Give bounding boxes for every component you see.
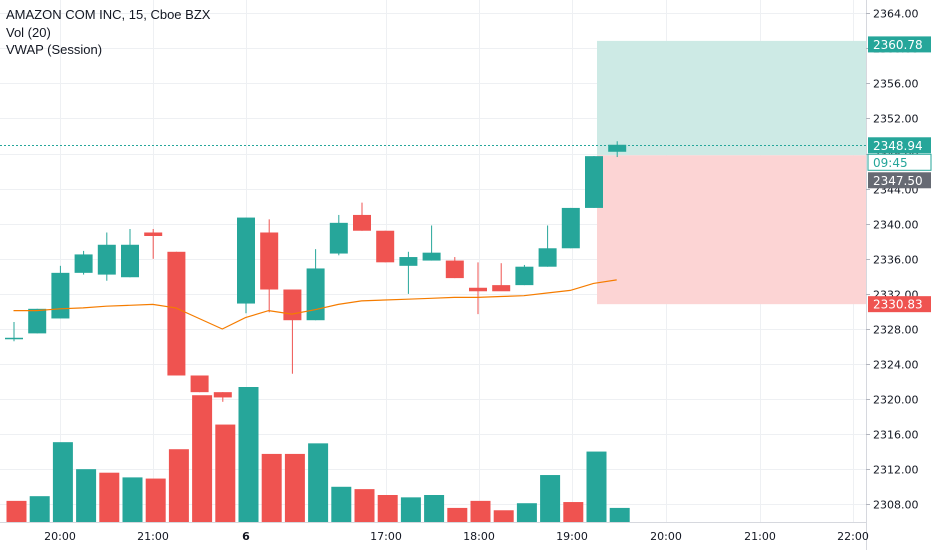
time-axis[interactable]: 20:00 21:00 6 17:00 18:00 19:00 20:00 21:00 22:0… bbox=[0, 522, 869, 544]
price-tick-label: 2312.00 bbox=[873, 464, 919, 477]
volume-bar bbox=[145, 478, 166, 522]
price-tick-label: 2328.00 bbox=[873, 324, 919, 337]
volume-bar bbox=[308, 443, 329, 522]
time-tick-label: 18:00 bbox=[463, 530, 495, 543]
volume-bars bbox=[6, 387, 630, 522]
volume-bar bbox=[470, 500, 491, 522]
candle bbox=[237, 217, 255, 314]
candle bbox=[422, 225, 441, 261]
price-tick-label: 2352.00 bbox=[873, 113, 919, 126]
price-tick-label: 2364.00 bbox=[873, 8, 919, 21]
time-tick-label: 20:00 bbox=[44, 530, 76, 543]
volume-bar bbox=[493, 510, 514, 522]
stop-price-tag[interactable]: 2330.83 bbox=[868, 296, 931, 313]
candle bbox=[51, 265, 70, 319]
candle bbox=[608, 141, 627, 158]
volume-bar bbox=[540, 475, 561, 522]
volume-bar bbox=[99, 472, 120, 522]
candle bbox=[306, 249, 325, 321]
candle bbox=[260, 219, 279, 313]
svg-text:2330.83: 2330.83 bbox=[873, 298, 923, 312]
volume-bar bbox=[424, 495, 445, 522]
candle bbox=[190, 375, 209, 393]
price-tick-label: 2320.00 bbox=[873, 394, 919, 407]
candle bbox=[213, 392, 232, 402]
candle bbox=[492, 263, 511, 292]
volume-bar bbox=[563, 502, 584, 522]
volume-bar bbox=[377, 495, 398, 522]
volume-bar bbox=[192, 395, 213, 522]
candle bbox=[561, 207, 580, 249]
target-price-tag[interactable]: 2360.78 bbox=[868, 36, 931, 53]
symbol-title[interactable]: AMAZON COM INC, 15, Cboe BZX bbox=[6, 7, 211, 22]
candle bbox=[121, 228, 139, 278]
volume-bar bbox=[29, 496, 50, 522]
svg-text:2360.78: 2360.78 bbox=[873, 38, 923, 52]
volume-bar bbox=[6, 500, 27, 522]
volume-bar bbox=[168, 449, 189, 522]
price-tick-label: 2356.00 bbox=[873, 78, 919, 91]
volume-bar bbox=[122, 477, 143, 522]
volume-bar bbox=[447, 507, 468, 522]
time-tick-label: 21:00 bbox=[137, 530, 169, 543]
candle bbox=[469, 262, 487, 315]
price-tick-label: 2308.00 bbox=[873, 499, 919, 512]
candle bbox=[585, 156, 603, 208]
svg-text:09:45: 09:45 bbox=[873, 156, 908, 170]
vwap-line bbox=[13, 279, 617, 330]
volume-indicator-label[interactable]: Vol (20) bbox=[6, 24, 51, 40]
volume-bar bbox=[215, 424, 236, 522]
candle bbox=[538, 225, 557, 267]
candle bbox=[376, 230, 395, 263]
time-tick-label: 19:00 bbox=[556, 530, 588, 543]
time-tick-label: 6 bbox=[242, 530, 250, 543]
entry-price-tag[interactable]: 2348.94 bbox=[868, 137, 931, 154]
time-tick-label: 17:00 bbox=[370, 530, 402, 543]
candle bbox=[445, 257, 464, 279]
candle bbox=[515, 264, 534, 286]
volume-bar bbox=[586, 451, 607, 522]
candle bbox=[167, 251, 186, 376]
price-tick-label: 2340.00 bbox=[873, 219, 919, 232]
candle bbox=[353, 202, 371, 231]
candle bbox=[283, 289, 302, 374]
svg-text:2347.50: 2347.50 bbox=[873, 174, 923, 188]
volume-bar bbox=[609, 507, 630, 522]
price-tick-label: 2324.00 bbox=[873, 359, 919, 372]
stop-level-tag[interactable]: 2347.50 bbox=[868, 172, 931, 189]
candle bbox=[399, 251, 418, 294]
volume-bar bbox=[354, 489, 375, 522]
candlesticks bbox=[5, 141, 627, 402]
candle bbox=[329, 214, 348, 256]
candle bbox=[74, 250, 93, 275]
price-tick-label: 2336.00 bbox=[873, 254, 919, 267]
price-axis[interactable]: 2308.00 2312.00 2316.00 2320.00 2324.00 2328.… bbox=[866, 0, 919, 550]
volume-bar bbox=[76, 469, 97, 522]
vwap-indicator-label[interactable]: VWAP (Session) bbox=[6, 42, 103, 57]
svg-text:2348.94: 2348.94 bbox=[873, 139, 923, 153]
time-tick-label: 21:00 bbox=[744, 530, 776, 543]
volume-bar bbox=[261, 453, 282, 522]
volume-bar bbox=[400, 497, 421, 522]
candle bbox=[5, 321, 23, 342]
volume-bar bbox=[52, 442, 73, 522]
time-tick-label: 20:00 bbox=[650, 530, 682, 543]
volume-bar bbox=[516, 503, 537, 522]
time-tick-label: 22:00 bbox=[837, 530, 869, 543]
volume-bar bbox=[238, 387, 259, 522]
candle bbox=[97, 232, 116, 281]
volume-bar bbox=[331, 486, 352, 522]
chart-legend: AMAZON COM INC, 15, Cboe BZX Vol (20) VW… bbox=[6, 6, 210, 59]
candle bbox=[28, 308, 47, 334]
volume-bar bbox=[284, 453, 305, 522]
bar-countdown-tag[interactable]: 09:45 bbox=[867, 153, 932, 171]
candle bbox=[144, 228, 163, 259]
price-tick-label: 2316.00 bbox=[873, 429, 919, 442]
stop-loss-zone[interactable] bbox=[597, 155, 866, 305]
profit-target-zone[interactable] bbox=[597, 40, 866, 156]
